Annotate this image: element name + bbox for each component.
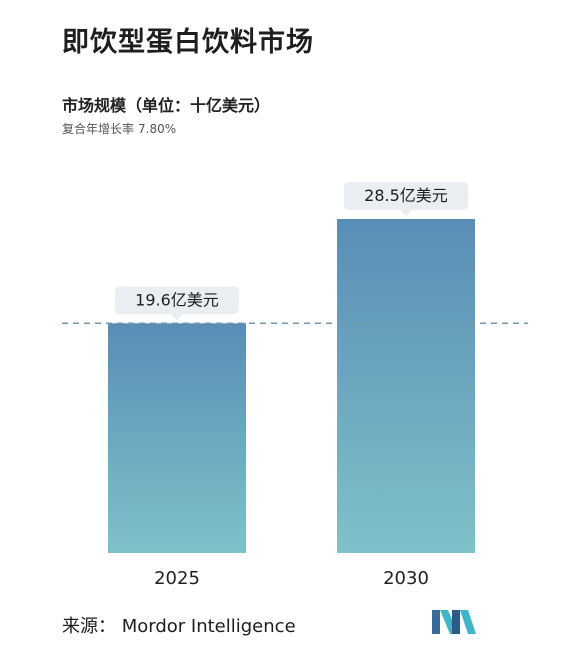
svg-text:28.5亿美元: 28.5亿美元 bbox=[364, 186, 448, 205]
chart-title: 即饮型蛋白饮料市场 bbox=[62, 27, 314, 58]
bar-2025 bbox=[108, 323, 246, 553]
x-tick-label-2025: 2025 bbox=[154, 568, 200, 589]
data-label-2030: 28.5亿美元 bbox=[344, 182, 468, 216]
cagr-label: 复合年增长率 bbox=[62, 122, 135, 136]
cagr-text: 复合年增长率 7.80% bbox=[62, 120, 176, 137]
cagr-value: 7.80% bbox=[138, 122, 177, 136]
source-text: 来源： Mordor Intelligence bbox=[62, 616, 296, 637]
data-label-2025: 19.6亿美元 bbox=[115, 286, 239, 321]
svg-text:19.6亿美元: 19.6亿美元 bbox=[135, 290, 219, 309]
chart-subtitle: 市场规模（单位：十亿美元） bbox=[62, 96, 271, 115]
bar-2030 bbox=[337, 219, 475, 553]
x-tick-label-2030: 2030 bbox=[383, 568, 429, 589]
mordor-intelligence-logo-icon bbox=[432, 610, 476, 634]
